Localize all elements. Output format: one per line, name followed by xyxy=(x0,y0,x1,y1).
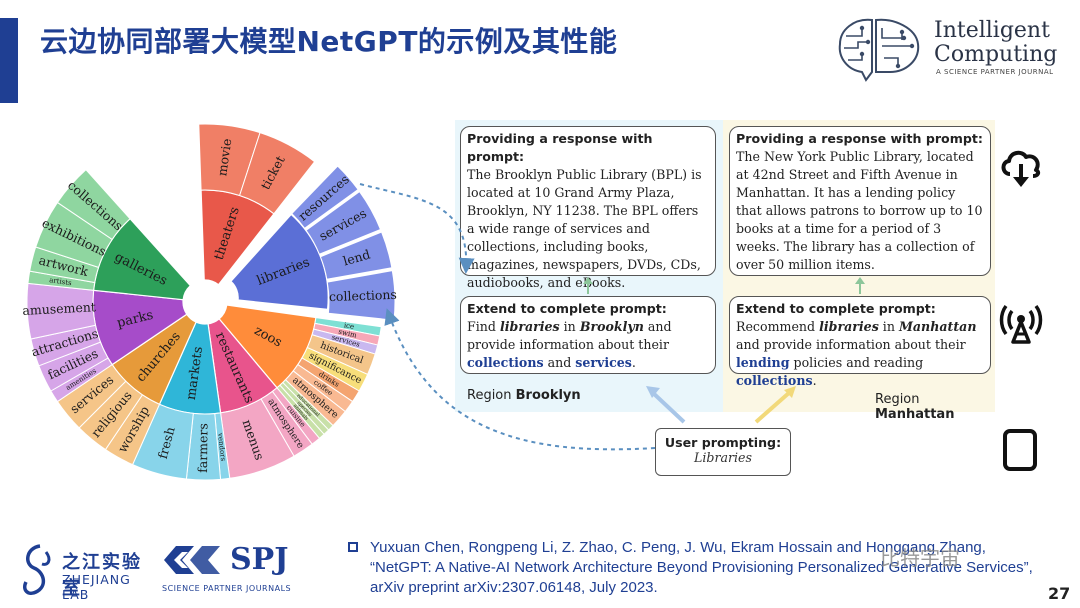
cloud-download-icon xyxy=(1001,150,1041,187)
title-accent-bar xyxy=(0,18,18,103)
spj-wordmark: SPJ xyxy=(230,542,289,577)
outer-slice-ticket xyxy=(238,132,316,215)
user-prompt-value: Libraries xyxy=(694,450,752,465)
journal-tagline: A SCIENCE PARTNER JOURNAL xyxy=(936,68,1054,76)
region-brooklyn-label: Region Brooklyn xyxy=(467,388,581,403)
user-prompting-box: User prompting: Libraries xyxy=(655,428,791,476)
outer-label-artists: artists xyxy=(49,276,73,287)
journal-name-line1: Intelligent xyxy=(934,18,1050,43)
dashed-arrow-libraries xyxy=(359,183,475,274)
arrow-user-to-brooklyn xyxy=(650,390,686,424)
outer-slice-resources xyxy=(291,165,359,229)
bullet-square-icon xyxy=(348,542,358,552)
outer-label-movie: movie xyxy=(214,138,234,178)
inner-label-markets: markets xyxy=(184,346,206,401)
arrow-user-to-manhattan xyxy=(754,390,792,424)
brooklyn-extend-text: Find libraries in Brooklyn and provide i… xyxy=(467,319,672,370)
brooklyn-response-text: The Brooklyn Public Library (BPL) is loc… xyxy=(467,167,702,290)
outer-label-vendors: vendors xyxy=(216,432,227,462)
watermark: 比特宇宙 xyxy=(880,546,960,570)
journal-name-line2: Computing xyxy=(934,42,1058,67)
tablet-icon xyxy=(1003,429,1037,471)
outer-label-swim: swim xyxy=(338,328,358,340)
outer-label-collections: collections xyxy=(329,287,397,304)
outer-slice-collections xyxy=(326,270,396,321)
zhejiang-lab-en: ZHEJIANG LAB xyxy=(62,572,131,602)
spj-tagline: SCIENCE PARTNER JOURNALS xyxy=(162,584,292,593)
outer-slice-lend xyxy=(319,231,393,280)
manhattan-response-box: Providing a response with prompt: The Ne… xyxy=(729,126,991,276)
sunburst-chart: theaterslibrarieszoosrestaurantsmarketsc… xyxy=(22,123,397,481)
outer-label-ice: ice xyxy=(343,321,354,331)
spj-mark-icon xyxy=(164,546,220,574)
region-manhattan-label: Region Manhattan xyxy=(875,392,955,422)
manhattan-response-text: The New York Public Library, located at … xyxy=(736,149,983,272)
manhattan-extend-box: Extend to complete prompt: Recommend lib… xyxy=(729,296,991,388)
zhejiang-lab-logo: 之江实验室 ZHEJIANG LAB xyxy=(18,542,158,602)
zhejiang-lab-swirl-icon xyxy=(23,544,51,595)
spj-logo: SPJ SCIENCE PARTNER JOURNALS xyxy=(160,540,300,600)
page-title: 云边协同部署大模型NetGPT的示例及其性能 xyxy=(40,25,618,58)
antenna-tower-icon xyxy=(999,304,1043,344)
manhattan-extend-text: Recommend libraries in Manhattan and pro… xyxy=(736,319,977,388)
outer-slice-services xyxy=(305,190,382,255)
outer-slice-collections xyxy=(56,169,131,241)
zhejiang-lab-cn: 之江实验室 xyxy=(62,552,142,599)
outer-label-amusement: amusement xyxy=(22,299,96,318)
outer-label-farmers: farmers xyxy=(195,423,210,473)
dashed-arrow-user-to-chart xyxy=(384,308,656,451)
brooklyn-extend-box: Extend to complete prompt: Find librarie… xyxy=(460,296,716,374)
outer-label-lend: lend xyxy=(341,246,372,268)
page-number: 27 xyxy=(1048,584,1071,603)
brooklyn-response-box: Providing a response with prompt: The Br… xyxy=(460,126,716,290)
brain-circuit-icon xyxy=(838,18,920,82)
intelligent-computing-logo: Intelligent Computing A SCIENCE PARTNER … xyxy=(832,14,1072,84)
